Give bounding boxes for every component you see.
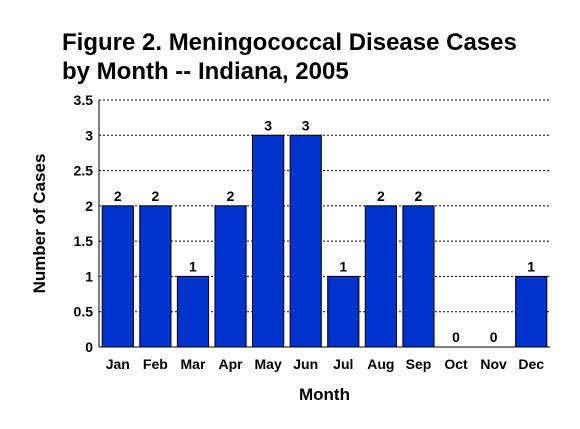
bar-dec <box>515 275 548 348</box>
x-axis-label: Month <box>299 385 350 404</box>
x-tick-label-oct: Oct <box>444 356 468 372</box>
data-label-jun: 3 <box>302 117 310 133</box>
bars <box>101 134 548 348</box>
x-tick-label-jul: Jul <box>333 356 353 372</box>
axes <box>98 100 550 348</box>
x-tick-label-feb: Feb <box>143 356 168 372</box>
data-label-sep: 2 <box>415 188 423 204</box>
x-tick-label-mar: Mar <box>181 356 206 372</box>
data-label-jan: 2 <box>114 188 122 204</box>
bar-jul <box>327 275 360 348</box>
x-tick-label-nov: Nov <box>480 356 507 372</box>
data-label-aug: 2 <box>377 188 385 204</box>
data-label-oct: 0 <box>452 329 460 345</box>
y-tick-label-2: 1 <box>85 268 93 284</box>
x-tick-label-sep: Sep <box>406 356 432 372</box>
data-label-apr: 2 <box>227 188 235 204</box>
data-label-feb: 2 <box>151 188 159 204</box>
x-tick-label-dec: Dec <box>518 356 544 372</box>
y-tick-label-7: 3.5 <box>74 92 94 108</box>
bar-jan <box>101 205 134 348</box>
bar-may <box>252 134 285 348</box>
x-tick-label-jan: Jan <box>106 356 130 372</box>
y-tick-label-3: 1.5 <box>74 233 94 249</box>
y-tick-label-4: 2 <box>85 198 93 214</box>
x-tick-label-jun: Jun <box>293 356 318 372</box>
y-tick-label-6: 3 <box>85 127 93 143</box>
x-tick-label-aug: Aug <box>367 356 394 372</box>
bar-sep <box>402 205 435 348</box>
data-label-may: 3 <box>264 117 272 133</box>
x-tick-labels: Jan Feb Mar Apr May Jun Jul Aug Sep Oct Nov Dec <box>106 356 545 372</box>
bar-mar <box>176 275 210 348</box>
data-label-jul: 1 <box>339 258 347 274</box>
bar-jun <box>289 134 322 348</box>
y-tick-label-5: 2.5 <box>74 163 94 179</box>
x-tick-label-may: May <box>255 356 282 372</box>
y-tick-label-0: 0 <box>85 339 93 355</box>
y-tick-labels: 0 0.5 1 1.5 2 2.5 3 3.5 <box>74 92 94 355</box>
bar-aug <box>364 205 397 348</box>
data-label-mar: 1 <box>189 258 197 274</box>
gridlines <box>99 99 550 313</box>
chart-title-line-2: by Month -- Indiana, 2005 <box>62 58 349 85</box>
data-labels: 2 2 1 2 3 3 1 2 2 0 0 1 <box>114 117 535 345</box>
y-tick-label-1: 0.5 <box>74 304 94 320</box>
y-axis-label: Number of Cases <box>30 154 49 294</box>
data-label-dec: 1 <box>527 258 535 274</box>
data-label-nov: 0 <box>490 329 498 345</box>
chart-title-line-1: Figure 2. Meningococcal Disease Cases <box>62 29 517 56</box>
x-tick-label-apr: Apr <box>218 356 243 372</box>
bar-feb <box>139 205 172 348</box>
bar-apr <box>214 205 247 348</box>
